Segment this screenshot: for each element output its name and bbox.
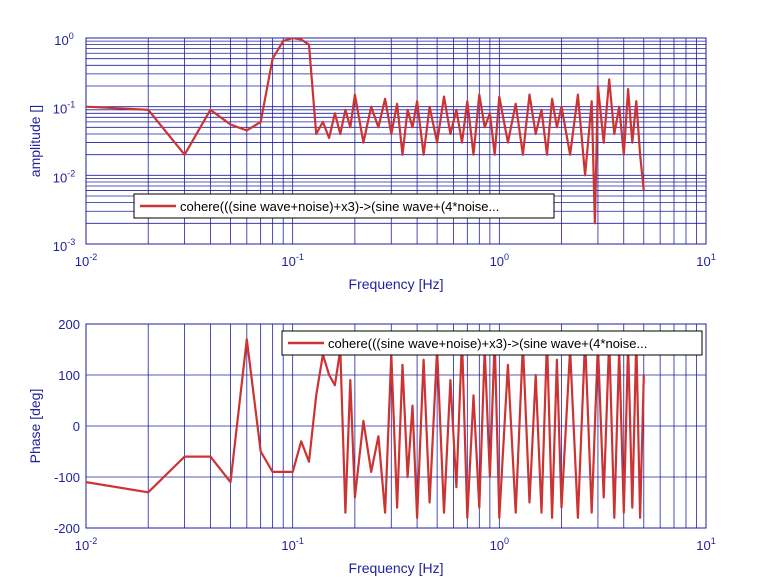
legend-entry: cohere(((sine wave+noise)+x3)->(sine wav… <box>180 199 499 214</box>
legend-entry: cohere(((sine wave+noise)+x3)->(sine wav… <box>328 336 647 351</box>
x-axis-label: Frequency [Hz] <box>349 560 444 576</box>
y-tick-label: 100 <box>54 31 73 48</box>
x-tick-label: 10-1 <box>281 536 303 553</box>
x-tick-label: 10-1 <box>281 252 303 269</box>
x-tick-label: 101 <box>696 252 715 269</box>
axes-box <box>85 323 707 529</box>
y-tick-label: -200 <box>54 521 80 536</box>
series-layer <box>86 38 645 225</box>
y-axis-label: Phase [deg] <box>27 389 43 464</box>
y-tick-label: -100 <box>54 470 80 485</box>
legend: cohere(((sine wave+noise)+x3)->(sine wav… <box>133 193 555 219</box>
series-line <box>86 38 645 225</box>
x-tick-label: 10-2 <box>75 252 97 269</box>
series-layer <box>86 338 645 519</box>
legend-box <box>281 330 703 356</box>
x-tick-label: 100 <box>490 252 509 269</box>
y-tick-label: 10-3 <box>53 237 75 254</box>
x-axis-label: Frequency [Hz] <box>349 276 444 292</box>
legend-box <box>133 193 555 219</box>
phase-plot: 10-2 10-1 100 101 -200 -100 0 100 200 Frequency [… <box>27 317 716 576</box>
y-tick-label: 0 <box>73 419 80 434</box>
y-tick-label: 10-1 <box>53 100 75 117</box>
x-tick-label: 101 <box>696 536 715 553</box>
series-line <box>86 338 645 519</box>
y-tick-label: 200 <box>58 317 80 332</box>
x-tick-label: 100 <box>490 536 509 553</box>
y-axis-label: amplitude [] <box>27 105 43 177</box>
y-tick-label: 10-2 <box>53 168 75 185</box>
legend: cohere(((sine wave+noise)+x3)->(sine wav… <box>281 330 703 356</box>
y-tick-label: 100 <box>58 368 80 383</box>
axes-box <box>85 37 707 245</box>
x-tick-label: 10-2 <box>75 536 97 553</box>
